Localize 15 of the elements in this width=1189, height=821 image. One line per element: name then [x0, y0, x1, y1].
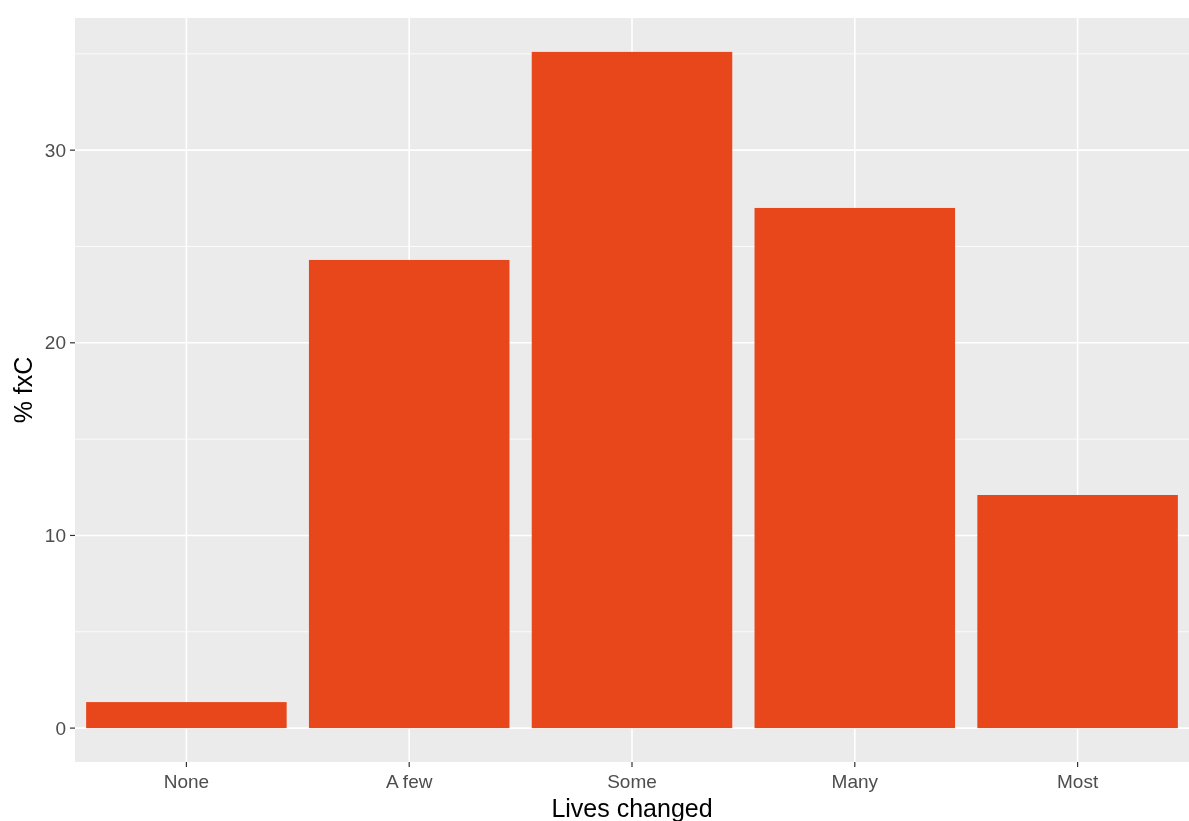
y-axis-title: % fxC [9, 356, 37, 424]
bar [308, 259, 510, 729]
bar [754, 207, 956, 729]
x-tick-label: Many [831, 771, 879, 792]
y-tick-label: 0 [55, 717, 66, 739]
x-tick-label: Some [607, 771, 657, 792]
y-tick-label: 10 [44, 525, 66, 547]
y-tick-label: 30 [44, 139, 66, 161]
bar [977, 494, 1178, 729]
bar [531, 51, 733, 729]
x-tick-label: A few [385, 771, 433, 792]
x-tick-label: None [163, 771, 210, 792]
bar [86, 702, 287, 729]
x-tick-label: Most [1057, 771, 1099, 792]
y-tick-label: 20 [44, 332, 66, 354]
